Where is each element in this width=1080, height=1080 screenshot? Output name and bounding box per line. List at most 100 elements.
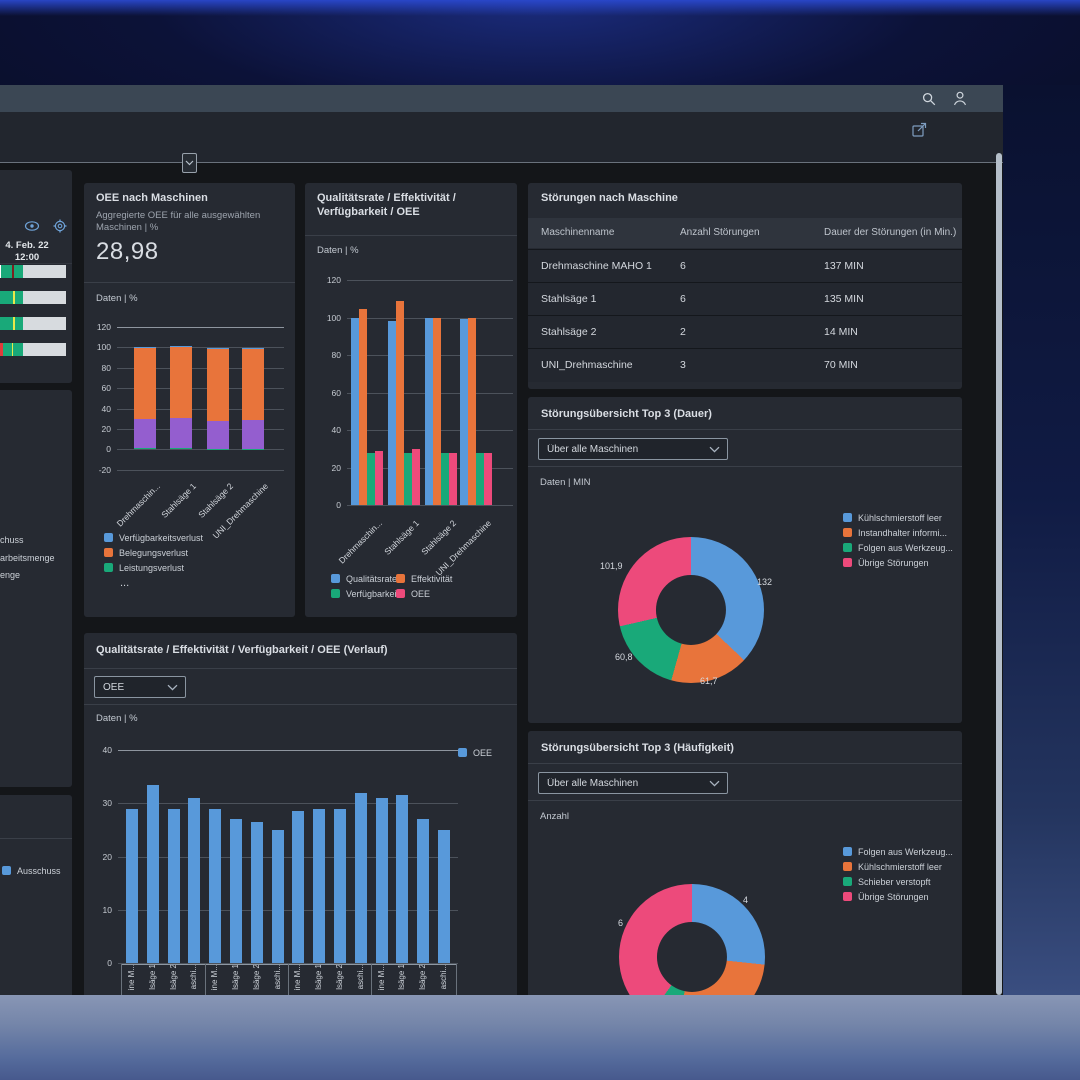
column-header[interactable]: Anzahl Störungen [680,227,760,238]
eye-icon[interactable] [24,220,40,232]
collapse-filter-button[interactable] [182,153,197,173]
legend-item[interactable]: Belegungsverlust [104,545,203,560]
measure-dropdown[interactable]: OEE [94,676,186,698]
legend-label: OEE [473,747,493,758]
legend-more[interactable]: ... [120,577,130,589]
legend-item[interactable]: Kühlschmierstoff leer [843,859,953,874]
legend-label: Qualitätsrate [346,573,398,584]
qevo-grouped-bar-chart[interactable]: 120 100 80 60 40 20 0 Drehmaschin... Stahlsäge 1… [305,273,517,578]
legend-item[interactable]: Verfügbarkeit [331,586,399,601]
legend-item[interactable]: Qualitätsrate [331,571,398,586]
share-icon[interactable] [912,122,927,137]
legend-label: Kühlschmierstoff leer [858,861,942,872]
y-tick-label: 120 [96,322,111,332]
bar [460,319,468,505]
search-icon[interactable] [922,92,936,106]
legend-swatch [458,748,467,757]
vertical-scrollbar[interactable] [996,153,1002,995]
axis-unit-label: Daten | MIN [540,477,591,488]
column-header[interactable]: Maschinenname [541,227,615,238]
legend-item[interactable]: Übrige Störungen [843,889,953,904]
legend[interactable]: Ausschuss [2,863,61,878]
oee-trend-bar-chart[interactable]: 40 30 20 10 0 ine M... lsäge 1 lsäge 2 aschi... i… [90,743,511,995]
legend-item[interactable]: Übrige Störungen [843,555,953,570]
legend-label: Übrige Störungen [858,557,929,568]
bar [367,452,375,505]
status-gantt-chart[interactable] [0,170,72,383]
legend-swatch [843,543,852,552]
legend-label: Folgen aus Werkzeug... [858,846,953,857]
timeline-segment [12,265,14,278]
legend[interactable]: Verfügbarkeitsverlust Belegungsverlust Lei… [104,530,203,575]
oee-stacked-bar-chart[interactable]: 120 100 80 60 40 20 0 -20 Drehmaschin... Stahlsäg… [90,322,290,541]
y-tick-label: 100 [96,342,111,353]
table-row[interactable]: UNI_Drehmaschine 3 70 MIN [528,348,962,382]
legend[interactable]: Kühlschmierstoff leer Instandhalter infor… [843,510,953,570]
bar [484,452,492,505]
legend-item[interactable]: Effektivität [396,571,491,586]
label-group-separator [288,964,289,995]
machine-filter-dropdown[interactable]: Über alle Maschinen [538,438,728,460]
label-group-separator [456,964,457,995]
tile-left-partial: chuss arbeitsmenge enge [0,390,72,787]
legend-label: Instandhalter informi... [858,527,948,538]
timeline-row [0,317,66,330]
gridline [117,367,284,369]
bar [146,784,159,963]
duration-donut-chart[interactable] [618,537,764,683]
tile-qevo: Qualitätsrate / Effektivität / Verfügbar… [305,183,517,617]
legend-item[interactable]: Folgen aus Werkzeug... [843,540,953,555]
bar [359,309,367,505]
bar-segment [170,345,192,347]
legend-label: Kühlschmierstoff leer [858,512,942,523]
table-row[interactable]: Drehmaschine MAHO 1 6 137 MIN [528,249,962,283]
y-tick-label: 10 [102,904,112,915]
legend-item[interactable]: Ausschuss [2,863,61,878]
legend-item[interactable]: Schieber verstopft [843,874,953,889]
gear-icon[interactable] [53,219,67,233]
timeline-segment [12,343,13,356]
table-cell: 2 [680,326,686,338]
desktop-background-right [1003,85,1080,995]
legend-item[interactable]: Kühlschmierstoff leer [843,510,953,525]
legend-label: Verfügbarkeitsverlust [119,532,204,543]
bar-segment [134,348,156,419]
legend-swatch [843,892,852,901]
bar [271,829,284,963]
legend-item[interactable]: Verfügbarkeitsverlust [104,530,203,545]
y-tick-label: 60 [101,383,111,394]
legend[interactable]: OEE [458,745,492,760]
timeline-segment [23,343,66,356]
table-row[interactable]: Stahlsäge 1 6 135 MIN [528,282,962,316]
y-tick-label: 30 [102,798,112,809]
label-group-separator [371,964,372,995]
frequency-donut-chart[interactable] [619,884,765,995]
table-cell: 3 [680,359,686,371]
chevron-down-icon [709,780,720,787]
user-icon[interactable] [953,91,967,106]
tile-title: Störungen nach Maschine [541,192,678,204]
y-tick-label: 20 [102,851,112,862]
x-category-label: aschi... [439,964,448,990]
legend-item[interactable]: OEE [458,745,492,760]
machine-filter-dropdown[interactable]: Über alle Maschinen [538,772,728,794]
legend-item[interactable]: Leistungsverlust [104,560,203,575]
y-tick-label: -20 [98,464,111,475]
dropdown-value: Über alle Maschinen [547,443,639,455]
bar [354,792,367,963]
table-row[interactable]: Stahlsäge 2 2 14 MIN [528,315,962,349]
table-cell: Stahlsäge 2 [541,326,597,338]
legend-item[interactable]: OEE [396,586,491,601]
column-header[interactable]: Dauer der Störungen (in Min.) [824,227,957,238]
timeline-segment [3,343,12,356]
legend[interactable]: Folgen aus Werkzeug... Kühlschmierstoff l… [843,844,953,904]
tile-top3-frequency: Störungsübersicht Top 3 (Häufigkeit) Übe… [528,731,962,995]
legend-item[interactable]: Instandhalter informi... [843,525,953,540]
legend-item[interactable]: Folgen aus Werkzeug... [843,844,953,859]
legend-fragment: chuss [0,535,24,545]
legend[interactable]: Qualitätsrate Effektivität Verfügbarkeit OE… [331,571,491,601]
legend-label: Belegungsverlust [119,547,189,558]
bar [375,450,383,505]
bar [449,453,457,505]
